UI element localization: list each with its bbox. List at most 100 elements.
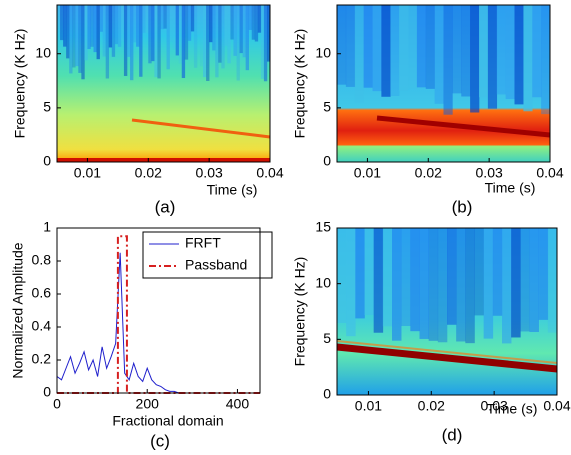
spectrogram-stripe bbox=[130, 5, 134, 81]
spectrogram-chirp bbox=[131, 118, 271, 139]
spectrogram-stripe bbox=[470, 5, 480, 113]
legend-label: Passband bbox=[185, 257, 247, 273]
spectrogram-stripe bbox=[236, 5, 240, 81]
spectrogram-stripe bbox=[117, 5, 122, 47]
spectrogram-stripe bbox=[437, 228, 448, 343]
spectrogram-stripe bbox=[425, 5, 435, 89]
spectrogram-stripe bbox=[63, 5, 67, 47]
spectrogram-stripe bbox=[196, 5, 201, 35]
spectrogram-stripe bbox=[266, 5, 271, 62]
spectrogram-stripe bbox=[390, 5, 400, 96]
y-tick-label: 5 bbox=[323, 330, 331, 346]
y-tick-label: 0 bbox=[323, 386, 331, 402]
spectrogram-chirp bbox=[376, 115, 551, 138]
spectrogram-stripe bbox=[248, 5, 253, 30]
spectrogram-stripe bbox=[142, 5, 146, 33]
spectrogram-stripe bbox=[355, 228, 365, 319]
spectrogram-stripe bbox=[160, 5, 164, 30]
spectrogram-stripe bbox=[60, 5, 64, 41]
spectrogram-stripe bbox=[163, 5, 167, 29]
spectrogram-stripe bbox=[483, 228, 494, 339]
spectrogram-stripe bbox=[461, 5, 471, 97]
spectrogram-stripe bbox=[230, 5, 234, 40]
spectrogram-stripe bbox=[75, 5, 79, 67]
x-tick-label: 0.01 bbox=[355, 398, 382, 414]
y-tick-label: 15 bbox=[315, 219, 331, 235]
spectrogram-stripe bbox=[81, 5, 85, 80]
spectrogram-stripe bbox=[133, 5, 137, 43]
y-tick-label: 0 bbox=[323, 153, 331, 169]
x-tick-label: 0.02 bbox=[418, 398, 445, 414]
spectrogram-stripe bbox=[99, 5, 103, 32]
spectrogram-stripe bbox=[382, 228, 393, 327]
spectrogram-stripe bbox=[102, 5, 106, 57]
spectrogram-stripe bbox=[184, 5, 189, 60]
spectrogram-stripe bbox=[239, 5, 243, 54]
spectrogram-stripe bbox=[479, 5, 489, 98]
spectrogram-stripe bbox=[123, 5, 128, 76]
spectrogram-stripe bbox=[257, 5, 262, 33]
spectrogram-stripe bbox=[178, 5, 183, 64]
spectrogram-stripe bbox=[399, 5, 409, 91]
x-axis-label: Time (s) bbox=[207, 182, 258, 198]
y-tick-label: 0 bbox=[43, 153, 51, 169]
spectrogram-stripe bbox=[120, 5, 125, 42]
spectrogram-stripe bbox=[233, 5, 237, 56]
spectrogram-stripe bbox=[96, 5, 100, 60]
spectrogram-stripe bbox=[337, 228, 347, 323]
spectrogram-stripe bbox=[126, 5, 131, 57]
spectrogram-stripe bbox=[148, 5, 152, 64]
spectrogram-stripe bbox=[345, 5, 356, 87]
spectrogram-stripe bbox=[452, 5, 462, 94]
spectrogram-stripe bbox=[496, 5, 506, 95]
spectrogram-stripe bbox=[90, 5, 94, 47]
spectrogram-stripe bbox=[523, 5, 533, 112]
spectrogram-stripe bbox=[529, 228, 539, 332]
spectrogram-stripe bbox=[492, 228, 503, 316]
panel-label: (d) bbox=[442, 425, 463, 444]
spectrogram-stripe bbox=[181, 5, 186, 79]
x-tick-label: 0.03 bbox=[481, 398, 508, 414]
spectrogram-stripe bbox=[227, 5, 231, 64]
spectrogram-chirp bbox=[336, 343, 558, 373]
spectrogram-stripe bbox=[520, 228, 530, 332]
spectrogram-stripe bbox=[410, 228, 420, 332]
spectrogram-stripe bbox=[66, 5, 70, 59]
y-axis-label: Normalized Amplitude bbox=[10, 242, 26, 378]
y-axis-label: Frequency (K Hz) bbox=[12, 29, 28, 139]
spectrogram-stripe bbox=[169, 5, 173, 42]
spectrogram-stripe bbox=[381, 5, 391, 97]
spectrogram-stripe bbox=[193, 5, 198, 68]
spectrogram-stripe bbox=[218, 5, 222, 63]
spectrogram-stripe bbox=[105, 5, 110, 79]
spectrogram-stripe bbox=[251, 5, 256, 40]
y-tick-label: 10 bbox=[315, 44, 331, 60]
spectrogram-stripe bbox=[139, 5, 143, 77]
x-tick-label: 0.01 bbox=[354, 165, 381, 181]
spectrogram-stripe bbox=[166, 5, 170, 70]
y-tick-label: 0.8 bbox=[32, 252, 52, 268]
spectrogram-stripe bbox=[190, 5, 195, 32]
panel-label: (a) bbox=[155, 197, 176, 216]
x-tick-label: 0.02 bbox=[135, 165, 162, 181]
spectrogram-stripe bbox=[502, 228, 512, 344]
spectrogram-stripe bbox=[172, 5, 176, 50]
y-tick-label: 10 bbox=[35, 44, 51, 60]
y-axis-label: Frequency (K Hz) bbox=[292, 257, 308, 367]
x-tick-label: 0.02 bbox=[415, 165, 442, 181]
spectrogram-stripe bbox=[175, 5, 180, 56]
spectrogram-stripe bbox=[136, 5, 140, 47]
spectrogram-stripe bbox=[434, 5, 444, 104]
spectrogram-stripe bbox=[84, 5, 88, 61]
spectrogram-stripe bbox=[151, 5, 155, 62]
spectrogram-stripe bbox=[511, 228, 521, 338]
spectrogram-stripe bbox=[200, 5, 204, 67]
spectrogram-stripe bbox=[354, 5, 364, 103]
x-tick-label: 200 bbox=[136, 396, 160, 412]
y-tick-label: 10 bbox=[315, 274, 331, 290]
spectrogram-stripe bbox=[203, 5, 207, 78]
y-tick-label: 0 bbox=[43, 384, 51, 400]
y-tick-label: 0.2 bbox=[32, 351, 52, 367]
spectrogram-stripe bbox=[157, 5, 161, 79]
